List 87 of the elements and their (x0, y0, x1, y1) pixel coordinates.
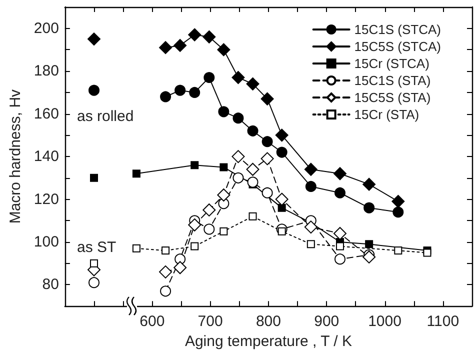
point (162, 246, 170, 255)
y-tick-label: 120 (34, 190, 59, 208)
point (247, 176, 258, 188)
legend-label: 15C5S (STA) (354, 90, 431, 105)
point (217, 188, 230, 202)
point (202, 30, 216, 44)
point (232, 71, 245, 84)
point (333, 226, 346, 240)
point (275, 192, 288, 206)
x-tick-label: 1100 (426, 313, 460, 330)
point (278, 204, 286, 212)
point (305, 180, 316, 192)
point (333, 167, 346, 180)
point (304, 220, 318, 234)
annotation: as rolled (77, 108, 134, 125)
point (304, 162, 318, 176)
point (220, 163, 228, 172)
point (336, 242, 344, 250)
y-axis-title: Macro hardness, Hv (7, 88, 24, 224)
point (262, 136, 273, 148)
point (160, 286, 172, 297)
point (306, 240, 315, 248)
point (220, 227, 228, 236)
y-tick-label: 140 (34, 148, 59, 166)
x-tick-label: 1000 (368, 313, 402, 330)
point (364, 202, 375, 214)
point (246, 162, 260, 176)
point (174, 254, 186, 265)
point (218, 106, 230, 118)
point (132, 170, 140, 178)
point (189, 86, 200, 98)
point (392, 206, 404, 218)
point (160, 91, 172, 102)
point (232, 172, 244, 184)
point (190, 161, 199, 170)
legend-label: 15C1S (STCA) (354, 22, 442, 37)
point (246, 77, 260, 90)
point (88, 277, 100, 288)
point (132, 244, 140, 252)
y-tick-label: 180 (34, 62, 59, 80)
point (159, 265, 172, 278)
point (88, 32, 101, 46)
x-tick-label: 900 (314, 313, 340, 330)
y-tick-label: 80 (42, 276, 59, 294)
legend-label: 15Cr (STA) (354, 107, 420, 122)
point (204, 72, 215, 83)
point (275, 128, 288, 142)
legend-label: 15C1S (STA) (354, 73, 431, 88)
point (217, 43, 230, 56)
point (88, 84, 100, 96)
annotation: as ST (77, 238, 116, 256)
point (190, 242, 199, 250)
x-tick-label: 800 (256, 313, 281, 330)
point (174, 84, 186, 96)
point (392, 194, 405, 208)
point (394, 246, 402, 255)
legend-label: 15C5S (STCA) (354, 39, 442, 54)
x-tick-label: 600 (140, 313, 165, 330)
point (174, 38, 187, 52)
point (260, 92, 274, 106)
point (262, 187, 273, 198)
x-axis-title: Aging temperature , T / K (184, 333, 352, 350)
point (334, 254, 346, 265)
point (174, 261, 187, 274)
point (276, 146, 288, 158)
point (232, 112, 244, 124)
point (362, 250, 376, 264)
point (278, 227, 286, 236)
point (188, 218, 202, 232)
point (260, 152, 274, 166)
point (365, 240, 374, 248)
y-tick-label: 200 (34, 20, 59, 37)
point (204, 224, 215, 235)
point (232, 150, 245, 164)
x-tick-label: 700 (198, 313, 223, 330)
point (159, 41, 172, 54)
legend-label: 15Cr (STCA) (354, 56, 430, 71)
point (247, 125, 258, 136)
y-tick-label: 100 (34, 234, 59, 251)
point (362, 178, 376, 191)
point (334, 187, 346, 198)
point (248, 212, 257, 220)
y-tick-label: 160 (34, 105, 59, 122)
point (202, 203, 216, 216)
point (90, 259, 98, 268)
point (90, 174, 98, 182)
point (188, 28, 202, 42)
